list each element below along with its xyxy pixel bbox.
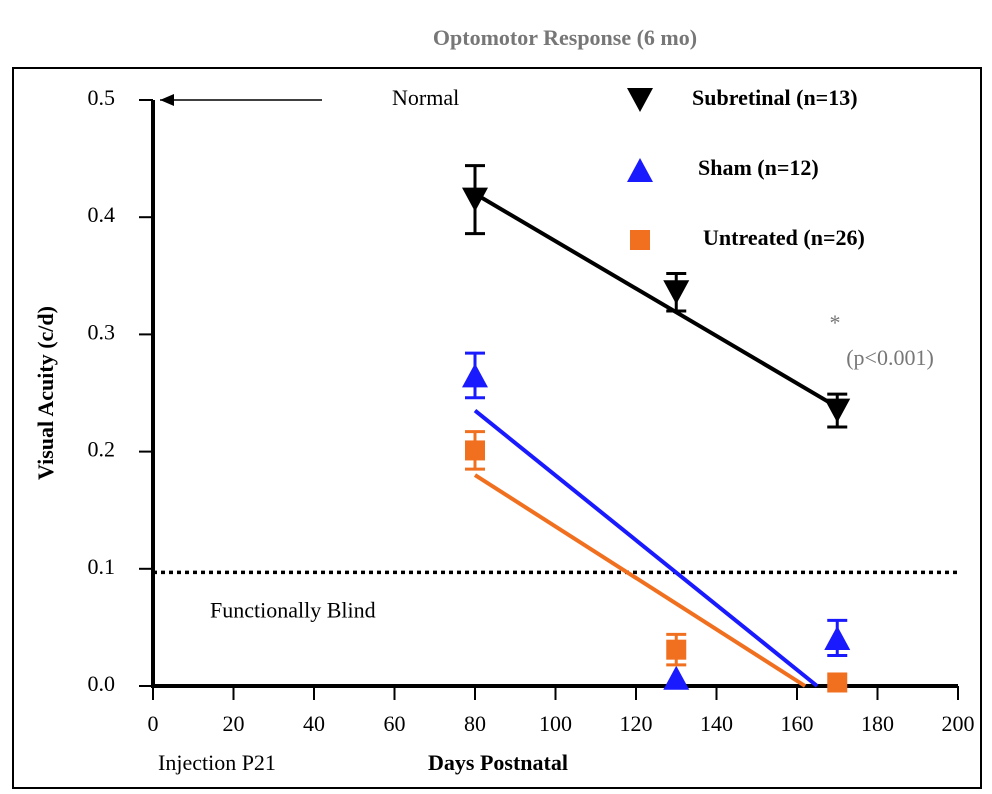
fit-line: [473, 192, 839, 409]
annotation: (p<0.001): [846, 345, 934, 370]
marker: [663, 280, 690, 305]
x-axis-label: Days Postnatal: [428, 750, 568, 775]
marker: [663, 665, 690, 690]
x-tick-label: 200: [942, 711, 975, 736]
x-tick-label: 120: [620, 711, 653, 736]
y-tick-label: 0.2: [88, 437, 116, 462]
y-tick-label: 0.5: [88, 85, 116, 110]
marker: [824, 398, 851, 423]
legend-label: Subretinal (n=13): [692, 85, 858, 110]
x-tick-label: 0: [148, 711, 159, 736]
reference-label: Normal: [392, 85, 459, 110]
arrow-head: [160, 94, 174, 106]
y-tick-label: 0.1: [88, 554, 116, 579]
x-tick-label: 180: [861, 711, 894, 736]
marker: [824, 625, 851, 650]
x-tick-label: 40: [303, 711, 325, 736]
x-tick-label: 160: [781, 711, 814, 736]
marker: [465, 440, 485, 461]
fit-line: [473, 473, 807, 688]
marker: [627, 158, 653, 182]
frame: [12, 67, 982, 789]
marker: [462, 187, 488, 212]
y-tick-label: 0.3: [88, 319, 116, 344]
x-tick-label: 20: [223, 711, 245, 736]
fit-line: [473, 409, 819, 688]
marker: [462, 363, 488, 388]
legend-label: Sham (n=12): [698, 155, 819, 180]
marker: [630, 230, 650, 250]
x-tick-label: 60: [384, 711, 406, 736]
marker: [627, 88, 653, 112]
x-tick-label: 100: [539, 711, 572, 736]
annotation: Injection P21: [158, 750, 276, 775]
legend-label: Untreated (n=26): [703, 225, 865, 250]
y-tick-label: 0.0: [88, 671, 116, 696]
chart-title: Optomotor Response (6 mo): [433, 25, 697, 50]
marker: [827, 672, 848, 693]
x-tick-label: 140: [700, 711, 733, 736]
reference-label: Functionally Blind: [210, 597, 376, 622]
y-axis-label: Visual Acuity (c/d): [33, 306, 58, 480]
x-tick-label: 80: [464, 711, 486, 736]
marker: [666, 639, 687, 660]
y-tick-label: 0.4: [88, 202, 116, 227]
significance-star: *: [830, 310, 841, 335]
